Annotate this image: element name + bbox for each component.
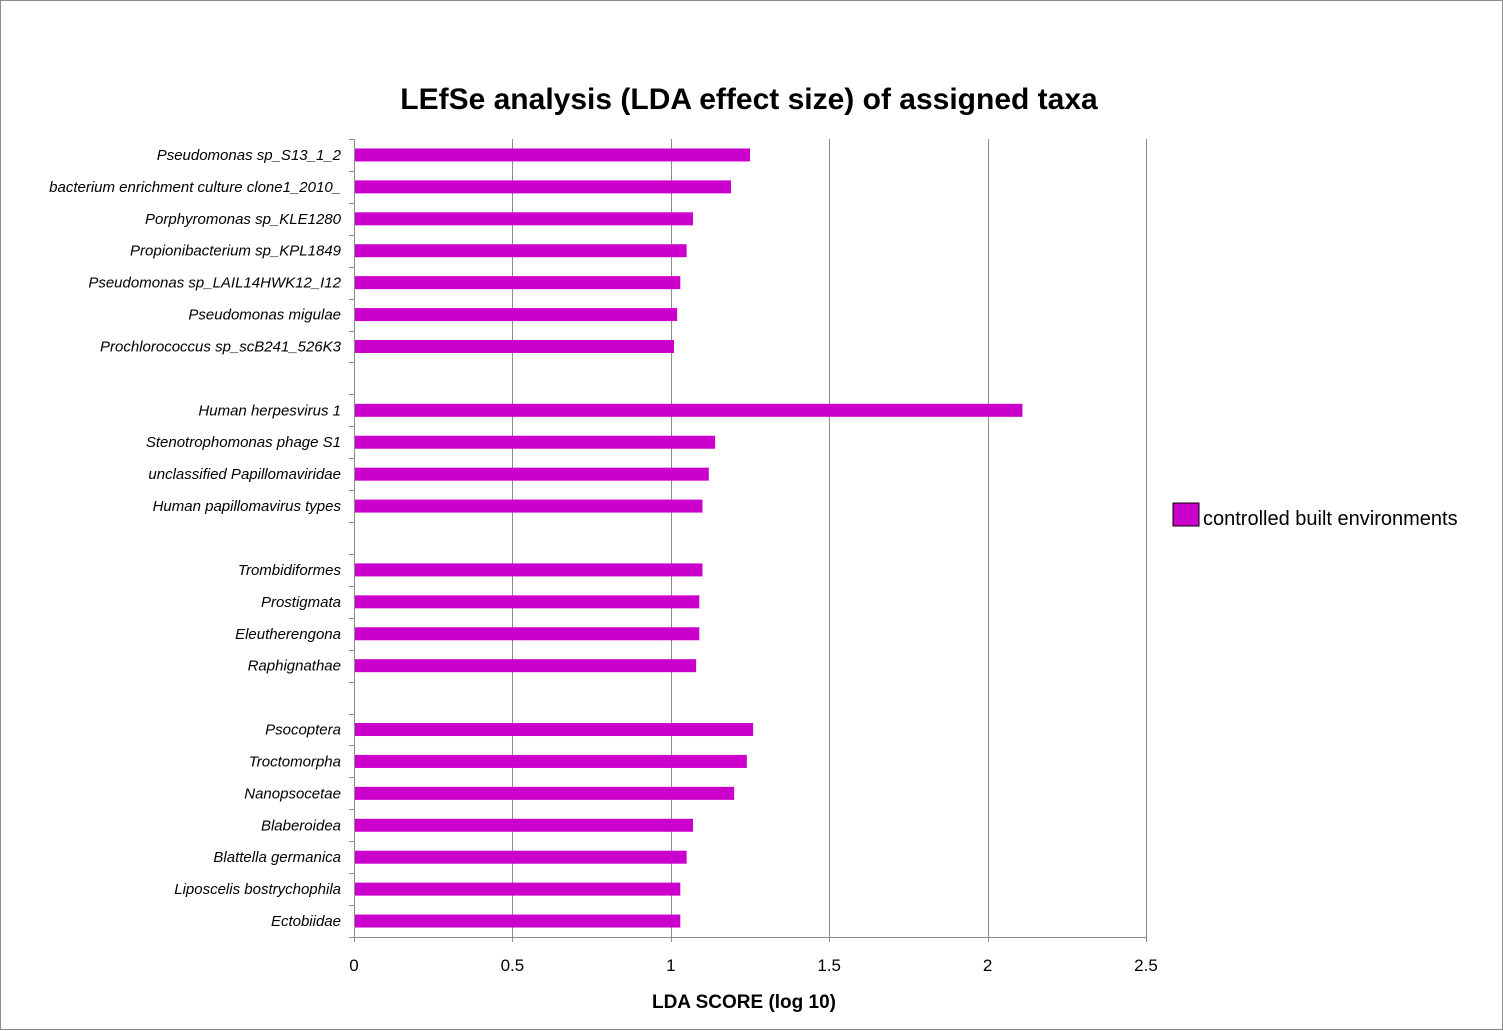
- category-label: Prochlorococcus sp_scB241_526K3: [100, 338, 342, 355]
- category-label: Pseudomonas sp_S13_1_2: [157, 147, 342, 164]
- category-label: Porphyromonas sp_KLE1280: [145, 211, 342, 228]
- category-label: Pseudomonas migulae: [188, 307, 341, 324]
- legend: controlled built environments: [1172, 502, 1458, 530]
- category-label: Human papillomavirus types: [153, 498, 342, 515]
- bar: [355, 818, 693, 832]
- category-label: Blattella germanica: [213, 849, 341, 866]
- category-label: Propionibacterium sp_KPL1849: [130, 243, 342, 260]
- category-label: Stenotrophomonas phage S1: [146, 434, 341, 451]
- bar: [355, 276, 681, 290]
- bar: [355, 563, 703, 577]
- category-label: Psocoptera: [265, 722, 341, 739]
- category-label: Prostigmata: [261, 594, 341, 611]
- category-label: Raphignathae: [248, 658, 341, 675]
- category-label: Troctomorpha: [249, 753, 341, 770]
- bar: [355, 244, 687, 258]
- category-labels: Pseudomonas sp_S13_1_2 bacterium enrichme…: [49, 147, 341, 930]
- bar: [355, 308, 678, 322]
- category-label: Ectobiidae: [271, 913, 341, 930]
- axes: [349, 139, 1147, 942]
- bar: [355, 786, 735, 800]
- x-tick-label: 0.5: [501, 956, 525, 975]
- category-label: Pseudomonas sp_LAIL14HWK12_I12: [88, 275, 341, 292]
- legend-swatch: [1172, 502, 1200, 527]
- bar: [355, 850, 687, 864]
- x-tick-label: 2: [983, 956, 992, 975]
- bar: [355, 435, 716, 449]
- bar: [355, 754, 747, 768]
- bar: [355, 914, 681, 928]
- category-label: Blaberoidea: [261, 817, 341, 834]
- category-label: Liposcelis bostrychophila: [174, 881, 341, 898]
- chart-title: LEfSe analysis (LDA effect size) of assi…: [400, 83, 1098, 116]
- bar: [355, 723, 754, 737]
- category-label: Nanopsocetae: [244, 785, 341, 802]
- category-label: Trombidiformes: [238, 562, 342, 579]
- bar: [355, 212, 693, 226]
- x-tick-label: 2.5: [1134, 956, 1158, 975]
- x-tick-label: 0: [349, 956, 358, 975]
- category-label: unclassified Papillomaviridae: [148, 466, 341, 483]
- category-label: Human herpesvirus 1: [198, 402, 341, 419]
- x-tick-labels: 0 0.5 1 1.5 2 2.5: [349, 956, 1158, 975]
- gridlines: [512, 139, 1147, 937]
- bar: [355, 339, 674, 353]
- bar: [355, 180, 731, 194]
- bars: [355, 148, 1023, 928]
- bar: [355, 882, 681, 896]
- bar: [355, 467, 709, 481]
- category-label: Eleutherengona: [235, 626, 341, 643]
- bar: [355, 627, 700, 641]
- category-label: bacterium enrichment culture clone1_2010…: [49, 179, 341, 196]
- bar: [355, 403, 1023, 417]
- legend-label: controlled built environments: [1203, 508, 1458, 530]
- x-tick-label: 1.5: [817, 956, 841, 975]
- bar: [355, 659, 697, 673]
- bar: [355, 595, 700, 609]
- x-axis-title: LDA SCORE (log 10): [652, 992, 836, 1013]
- bar: [355, 499, 703, 513]
- bar: [355, 148, 750, 162]
- x-tick-label: 1: [666, 956, 675, 975]
